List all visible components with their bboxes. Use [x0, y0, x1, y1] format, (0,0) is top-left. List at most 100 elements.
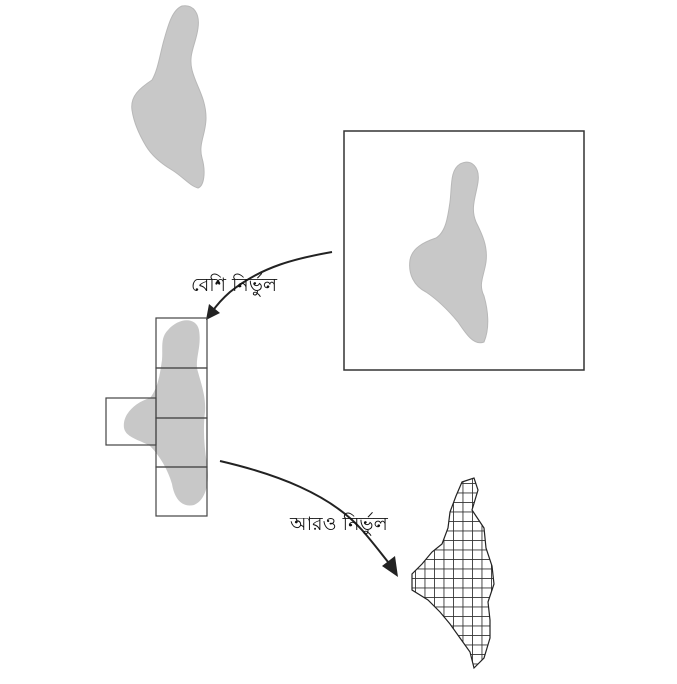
fine-grid-cell: [472, 540, 483, 551]
coarse-square-grid: [105, 317, 208, 517]
fine-grid-cell: [434, 616, 445, 627]
fine-grid-cell: [412, 663, 416, 668]
fine-grid-cell: [443, 492, 454, 503]
fine-grid-cell: [412, 568, 416, 579]
fine-grid-cell: [443, 635, 454, 646]
fine-grid-cell: [462, 616, 473, 627]
fine-grid-cell: [415, 597, 426, 608]
fine-grid-cell: [453, 606, 464, 617]
fine-grid-cell: [434, 625, 445, 636]
fine-grid-cell: [424, 625, 435, 636]
fine-grid-cell: [434, 502, 445, 513]
fine-grid-cell: [412, 478, 416, 484]
fine-grid-cell: [434, 559, 445, 570]
fine-grid-cell: [453, 644, 464, 655]
fine-grid-cell: [424, 616, 435, 627]
coarse-grid-cell: [155, 466, 208, 517]
fine-grid-cell: [412, 616, 416, 627]
fine-grid-cell: [491, 606, 494, 617]
fine-grid-cell: [453, 597, 464, 608]
fine-grid-cell: [472, 654, 483, 665]
fine-grid-cell: [443, 549, 454, 560]
fine-grid-cell: [434, 635, 445, 646]
fine-grid-cell: [424, 530, 435, 541]
fine-grid-cell: [412, 654, 416, 665]
fine-grid-cell: [462, 606, 473, 617]
fine-grid-cell: [434, 492, 445, 503]
fine-grid-cell: [412, 635, 416, 646]
fine-grid-cell: [424, 521, 435, 532]
enclosed-shape: [409, 161, 489, 344]
fine-grid-cell: [415, 492, 426, 503]
fine-grid-cell: [491, 559, 494, 570]
fine-grid-cell: [481, 483, 492, 494]
fine-grid-cell: [472, 606, 483, 617]
fine-grid-cell: [434, 597, 445, 608]
fine-grid-cell: [434, 587, 445, 598]
fine-grid-cell: [424, 578, 435, 589]
fine-grid-cell: [462, 521, 473, 532]
fine-grid-cell: [453, 654, 464, 665]
fine-grid-cell: [415, 502, 426, 513]
fine-grid-cell: [415, 568, 426, 579]
coarse-grid-cell: [105, 397, 157, 446]
fine-grid-cell: [424, 483, 435, 494]
fine-grid-cell: [424, 559, 435, 570]
fine-grid-cell: [453, 587, 464, 598]
fine-grid-cell: [434, 530, 445, 541]
fine-grid-cell: [472, 644, 483, 655]
fine-grid-cell: [462, 511, 473, 522]
fine-grid-cell: [434, 549, 445, 560]
fine-grid-cell: [412, 597, 416, 608]
fine-grid-cell: [481, 511, 492, 522]
fine-grid-cell: [472, 530, 483, 541]
fine-grid-cell: [491, 511, 494, 522]
fine-grid-cell: [415, 530, 426, 541]
fine-grid-cell: [412, 559, 416, 570]
fine-grid-cell: [472, 587, 483, 598]
fine-grid-cell: [491, 616, 494, 627]
fine-grid-cell: [491, 644, 494, 655]
arrow-more-accurate: [206, 251, 333, 320]
fine-grid-cell: [424, 635, 435, 646]
fine-grid-cell: [434, 568, 445, 579]
fine-grid-cell: [434, 644, 445, 655]
fine-grid-cell: [412, 530, 416, 541]
fine-grid-cell: [491, 663, 494, 668]
arrow-even-more-accurate: [219, 460, 398, 577]
fine-grid-cell: [491, 635, 494, 646]
fine-grid-cell: [415, 606, 426, 617]
more-accurate-label: বেশি নির্ভুল: [191, 274, 278, 296]
fine-grid-cell: [415, 540, 426, 551]
fine-grid-cell: [462, 597, 473, 608]
fine-grid-cell: [462, 530, 473, 541]
fine-square-grid: [411, 477, 495, 670]
fine-grid-cell: [443, 483, 454, 494]
fine-grid-cell: [434, 478, 445, 484]
fine-grid-cell: [491, 478, 494, 484]
fine-grid-cell: [481, 502, 492, 513]
fine-grid-cell: [412, 492, 416, 503]
fine-grid-cell: [415, 549, 426, 560]
fine-grid-cell: [415, 635, 426, 646]
fine-grid-cell: [424, 606, 435, 617]
fine-grid-cell: [412, 502, 416, 513]
fine-grid-cell: [491, 587, 494, 598]
fine-grid-cell: [412, 587, 416, 598]
fine-grid-cell: [443, 478, 454, 484]
fine-grid-cell: [491, 549, 494, 560]
fine-grid-cell: [491, 521, 494, 532]
fine-grid-cell: [453, 502, 464, 513]
fine-grid-cell: [434, 511, 445, 522]
fine-grid-cell: [412, 644, 416, 655]
fine-grid-cell: [415, 559, 426, 570]
fine-grid-cell: [434, 483, 445, 494]
fine-grid-cell: [462, 492, 473, 503]
fine-grid-cell: [462, 540, 473, 551]
fine-grid-cell: [453, 578, 464, 589]
fine-grid-cell: [415, 644, 426, 655]
fine-grid-cell: [412, 521, 416, 532]
fine-grid-cell: [443, 587, 454, 598]
fine-grid-cell: [443, 578, 454, 589]
fine-grid-cell: [491, 492, 494, 503]
